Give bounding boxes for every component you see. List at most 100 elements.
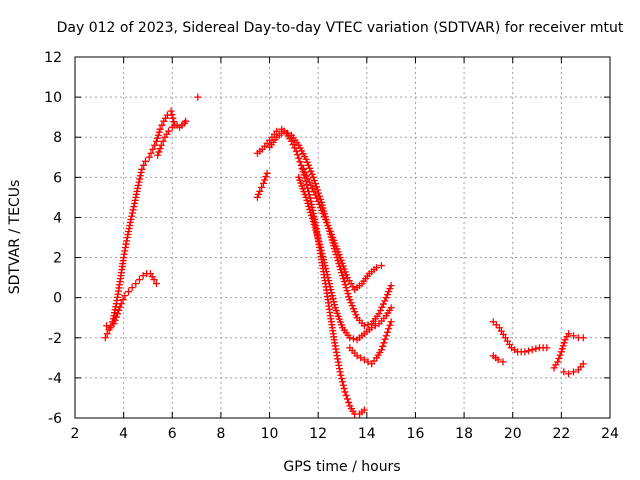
x-tick-label: 6 — [168, 426, 177, 442]
data-point-interpolated — [321, 262, 329, 270]
data-point — [139, 272, 147, 280]
data-point-interpolated — [258, 183, 266, 191]
data-point-interpolated — [326, 227, 334, 235]
x-tick-label: 2 — [71, 426, 80, 442]
data-point — [570, 332, 578, 340]
data-point-interpolated — [304, 199, 312, 207]
data-point — [125, 288, 132, 296]
data-point — [321, 215, 329, 223]
data-point-interpolated — [112, 313, 120, 321]
data-point-interpolated — [168, 111, 176, 119]
data-point — [528, 346, 536, 354]
data-point-interpolated — [301, 169, 309, 177]
y-tick-label: -4 — [48, 371, 62, 387]
data-point-interpolated — [343, 287, 351, 295]
y-tick-label: 2 — [53, 251, 62, 267]
data-point-interpolated — [371, 322, 379, 330]
data-point-interpolated — [344, 290, 352, 298]
data-point-interpolated — [116, 303, 124, 311]
data-point-interpolated — [383, 328, 391, 336]
data-point — [165, 127, 173, 135]
data-point-interpolated — [323, 271, 331, 279]
data-point — [121, 292, 129, 300]
data-point — [132, 280, 140, 288]
data-point-interpolated — [320, 259, 328, 267]
data-point-interpolated — [347, 299, 355, 307]
data-point-interpolated — [308, 214, 316, 222]
series-arc-3 — [154, 117, 190, 159]
data-point-interpolated — [323, 218, 331, 226]
data-point-interpolated — [317, 203, 325, 211]
data-point-interpolated — [306, 164, 314, 172]
data-point — [560, 368, 568, 376]
data-point-interpolated — [320, 256, 328, 264]
data-point-interpolated — [318, 206, 326, 214]
data-point — [543, 344, 551, 352]
x-tick-label: 16 — [407, 426, 425, 442]
data-point-interpolated — [315, 200, 323, 208]
chart-title: Day 012 of 2023, Sidereal Day-to-day VTE… — [57, 20, 624, 36]
y-axis-label: SDTVAR / TECUs — [7, 180, 23, 295]
data-point-interpolated — [307, 211, 315, 219]
data-point — [579, 334, 587, 342]
data-point-interpolated — [311, 191, 319, 199]
data-point-interpolated — [305, 178, 313, 186]
data-point-interpolated — [492, 321, 500, 329]
data-point — [103, 322, 111, 330]
data-point — [521, 348, 529, 356]
data-point-interpolated — [341, 281, 349, 289]
data-point-interpolated — [351, 308, 359, 316]
x-tick-label: 10 — [261, 426, 279, 442]
data-point-interpolated — [386, 321, 394, 329]
data-point-interpolated — [342, 284, 350, 292]
data-point — [346, 296, 354, 304]
data-point — [302, 155, 310, 163]
x-tick-label: 18 — [455, 426, 473, 442]
y-tick-label: 8 — [53, 130, 62, 146]
data-point-interpolated — [330, 301, 338, 309]
data-point — [336, 368, 344, 376]
data-point — [128, 284, 136, 292]
data-point — [377, 262, 385, 270]
y-tick-label: -6 — [48, 411, 62, 427]
data-point-interpolated — [357, 354, 365, 362]
data-point — [377, 346, 385, 354]
data-point-interpolated — [383, 291, 391, 299]
data-point — [375, 310, 383, 318]
data-point — [387, 304, 395, 312]
data-point-interpolated — [294, 151, 302, 159]
x-axis-label: GPS time / hours — [283, 459, 400, 475]
data-point-interpolated — [298, 165, 306, 173]
data-point-interpolated — [328, 289, 336, 297]
data-point-interpolated — [155, 128, 163, 136]
data-point — [373, 264, 381, 272]
data-point-interpolated — [158, 121, 166, 129]
data-point-interpolated — [151, 141, 159, 149]
data-point — [106, 324, 114, 332]
x-tick-label: 8 — [216, 426, 225, 442]
data-point-interpolated — [136, 172, 144, 180]
y-tick-label: 4 — [53, 210, 62, 226]
data-point-interpolated — [319, 253, 327, 261]
plot-frame — [74, 56, 611, 419]
data-point — [135, 276, 143, 284]
y-tick-label: 6 — [53, 170, 62, 186]
data-point-interpolated — [303, 196, 311, 204]
data-point — [253, 193, 261, 201]
data-point — [387, 318, 395, 326]
data-point — [156, 125, 164, 133]
data-point-interpolated — [140, 161, 148, 169]
data-point-interpolated — [328, 230, 336, 238]
data-point-interpolated — [136, 175, 144, 183]
data-point — [368, 324, 376, 332]
data-point-interpolated — [308, 185, 316, 193]
data-point-interpolated — [322, 268, 330, 276]
data-point-interpolated — [555, 355, 563, 363]
data-point — [110, 320, 118, 328]
data-point — [134, 181, 142, 189]
data-point — [127, 215, 135, 223]
data-point — [489, 318, 497, 326]
data-point — [309, 173, 317, 181]
